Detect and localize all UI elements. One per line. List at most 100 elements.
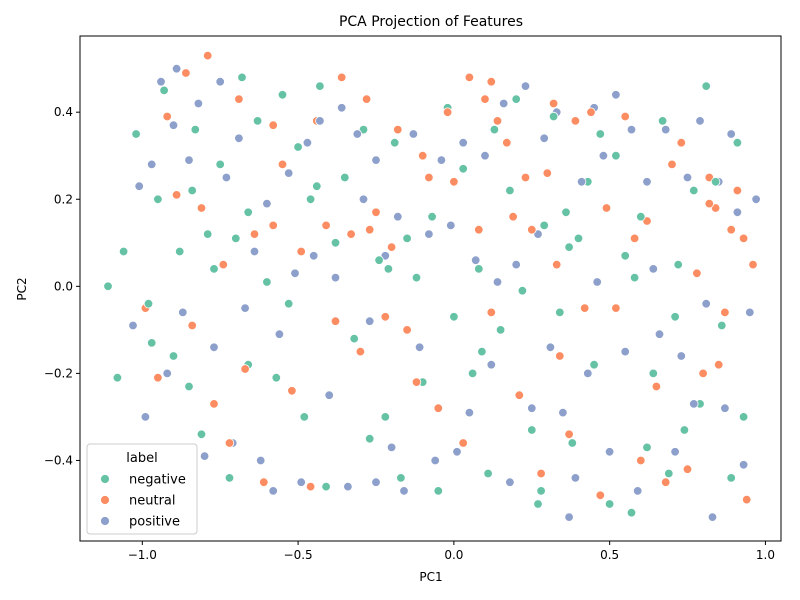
point-positive-83 <box>695 116 705 126</box>
legend-box <box>86 443 198 535</box>
point-neutral-67 <box>676 137 687 148</box>
point-negative-37 <box>390 137 400 148</box>
point-neutral-60 <box>620 111 630 122</box>
x-tick-label: 0.0 <box>444 548 463 562</box>
point-neutral-77 <box>738 233 749 244</box>
point-negative-2 <box>118 246 129 257</box>
y-tick-label: 0.2 <box>54 192 73 206</box>
x-tick-label: 1.0 <box>756 548 775 562</box>
point-positive-84 <box>701 299 711 309</box>
point-positive-89 <box>732 207 743 218</box>
point-positive-46 <box>446 220 456 231</box>
point-negative-25 <box>293 142 303 152</box>
point-negative-85 <box>190 124 201 135</box>
point-neutral-2 <box>162 111 172 122</box>
point-negative-89 <box>670 312 680 322</box>
y-tick-label: −0.2 <box>44 366 73 380</box>
point-negative-32 <box>349 333 359 344</box>
point-positive-80 <box>676 351 687 361</box>
point-positive-81 <box>682 172 693 183</box>
point-positive-43 <box>424 229 434 239</box>
point-negative-34 <box>365 434 375 444</box>
point-neutral-44 <box>502 137 512 148</box>
point-negative-5 <box>146 338 157 348</box>
point-negative-16 <box>224 473 235 483</box>
point-negative-28 <box>315 81 325 91</box>
point-negative-56 <box>533 499 543 509</box>
point-positive-71 <box>611 90 621 100</box>
point-positive-64 <box>564 512 574 522</box>
point-neutral-73 <box>714 360 724 370</box>
point-positive-56 <box>511 259 521 270</box>
point-neutral-84 <box>704 198 715 209</box>
point-neutral-34 <box>424 172 434 183</box>
point-positive-14 <box>221 172 232 183</box>
point-positive-61 <box>545 342 556 353</box>
point-neutral-35 <box>433 403 444 413</box>
plot-frame <box>79 35 782 542</box>
point-neutral-25 <box>355 346 366 357</box>
point-positive-49 <box>464 407 475 418</box>
point-neutral-23 <box>337 72 347 83</box>
point-neutral-83 <box>552 259 562 270</box>
point-negative-29 <box>321 481 331 492</box>
point-positive-39 <box>393 211 403 222</box>
point-negative-7 <box>159 85 169 96</box>
point-negative-58 <box>548 111 559 122</box>
point-neutral-74 <box>720 307 730 318</box>
point-positive-6 <box>168 120 179 130</box>
point-positive-91 <box>745 307 755 318</box>
point-negative-53 <box>511 94 521 104</box>
y-axis: −0.4 −0.2 0.0 0.2 0.4 <box>44 105 80 467</box>
point-neutral-65 <box>661 477 671 487</box>
point-neutral-57 <box>595 490 606 501</box>
point-negative-71 <box>642 442 652 453</box>
point-positive-19 <box>256 455 266 466</box>
legend-marker-neutral <box>100 495 110 505</box>
point-positive-58 <box>527 403 537 413</box>
point-positive-28 <box>315 116 325 126</box>
point-positive-7 <box>171 63 182 74</box>
point-negative-83 <box>732 137 743 148</box>
point-negative-23 <box>277 90 288 100</box>
point-positive-82 <box>689 399 699 409</box>
point-negative-10 <box>184 381 194 392</box>
point-neutral-1 <box>153 373 163 383</box>
point-positive-34 <box>358 194 369 205</box>
x-tick-label: −1.0 <box>128 548 157 562</box>
point-positive-27 <box>309 251 319 261</box>
point-positive-85 <box>707 512 718 522</box>
point-neutral-54 <box>570 116 581 126</box>
point-positive-48 <box>458 137 468 148</box>
point-neutral-22 <box>330 316 341 326</box>
point-negative-22 <box>271 373 282 383</box>
point-positive-57 <box>520 81 531 91</box>
point-negative-80 <box>710 177 721 187</box>
legend-label-positive: positive <box>129 515 180 530</box>
point-neutral-26 <box>361 94 372 104</box>
point-neutral-81 <box>365 224 375 235</box>
point-negative-49 <box>483 468 493 479</box>
point-positive-65 <box>570 473 581 483</box>
point-negative-4 <box>143 299 154 309</box>
point-neutral-78 <box>742 494 752 505</box>
point-positive-54 <box>499 98 509 109</box>
point-positive-78 <box>661 124 671 135</box>
point-negative-3 <box>131 129 141 139</box>
point-negative-65 <box>595 129 606 139</box>
point-negative-0 <box>103 281 113 292</box>
point-positive-87 <box>720 403 730 413</box>
point-negative-82 <box>726 473 736 483</box>
point-negative-64 <box>589 360 599 370</box>
legend-items: negative neutral positive <box>100 473 186 530</box>
point-negative-57 <box>539 220 549 231</box>
point-negative-52 <box>505 185 515 196</box>
point-neutral-46 <box>514 390 525 400</box>
point-negative-18 <box>237 72 247 83</box>
point-neutral-12 <box>240 364 250 374</box>
point-negative-76 <box>679 425 690 435</box>
x-tick-label: −0.5 <box>284 548 313 562</box>
point-positive-76 <box>648 264 659 274</box>
point-neutral-64 <box>651 381 662 392</box>
point-negative-40 <box>411 272 422 283</box>
